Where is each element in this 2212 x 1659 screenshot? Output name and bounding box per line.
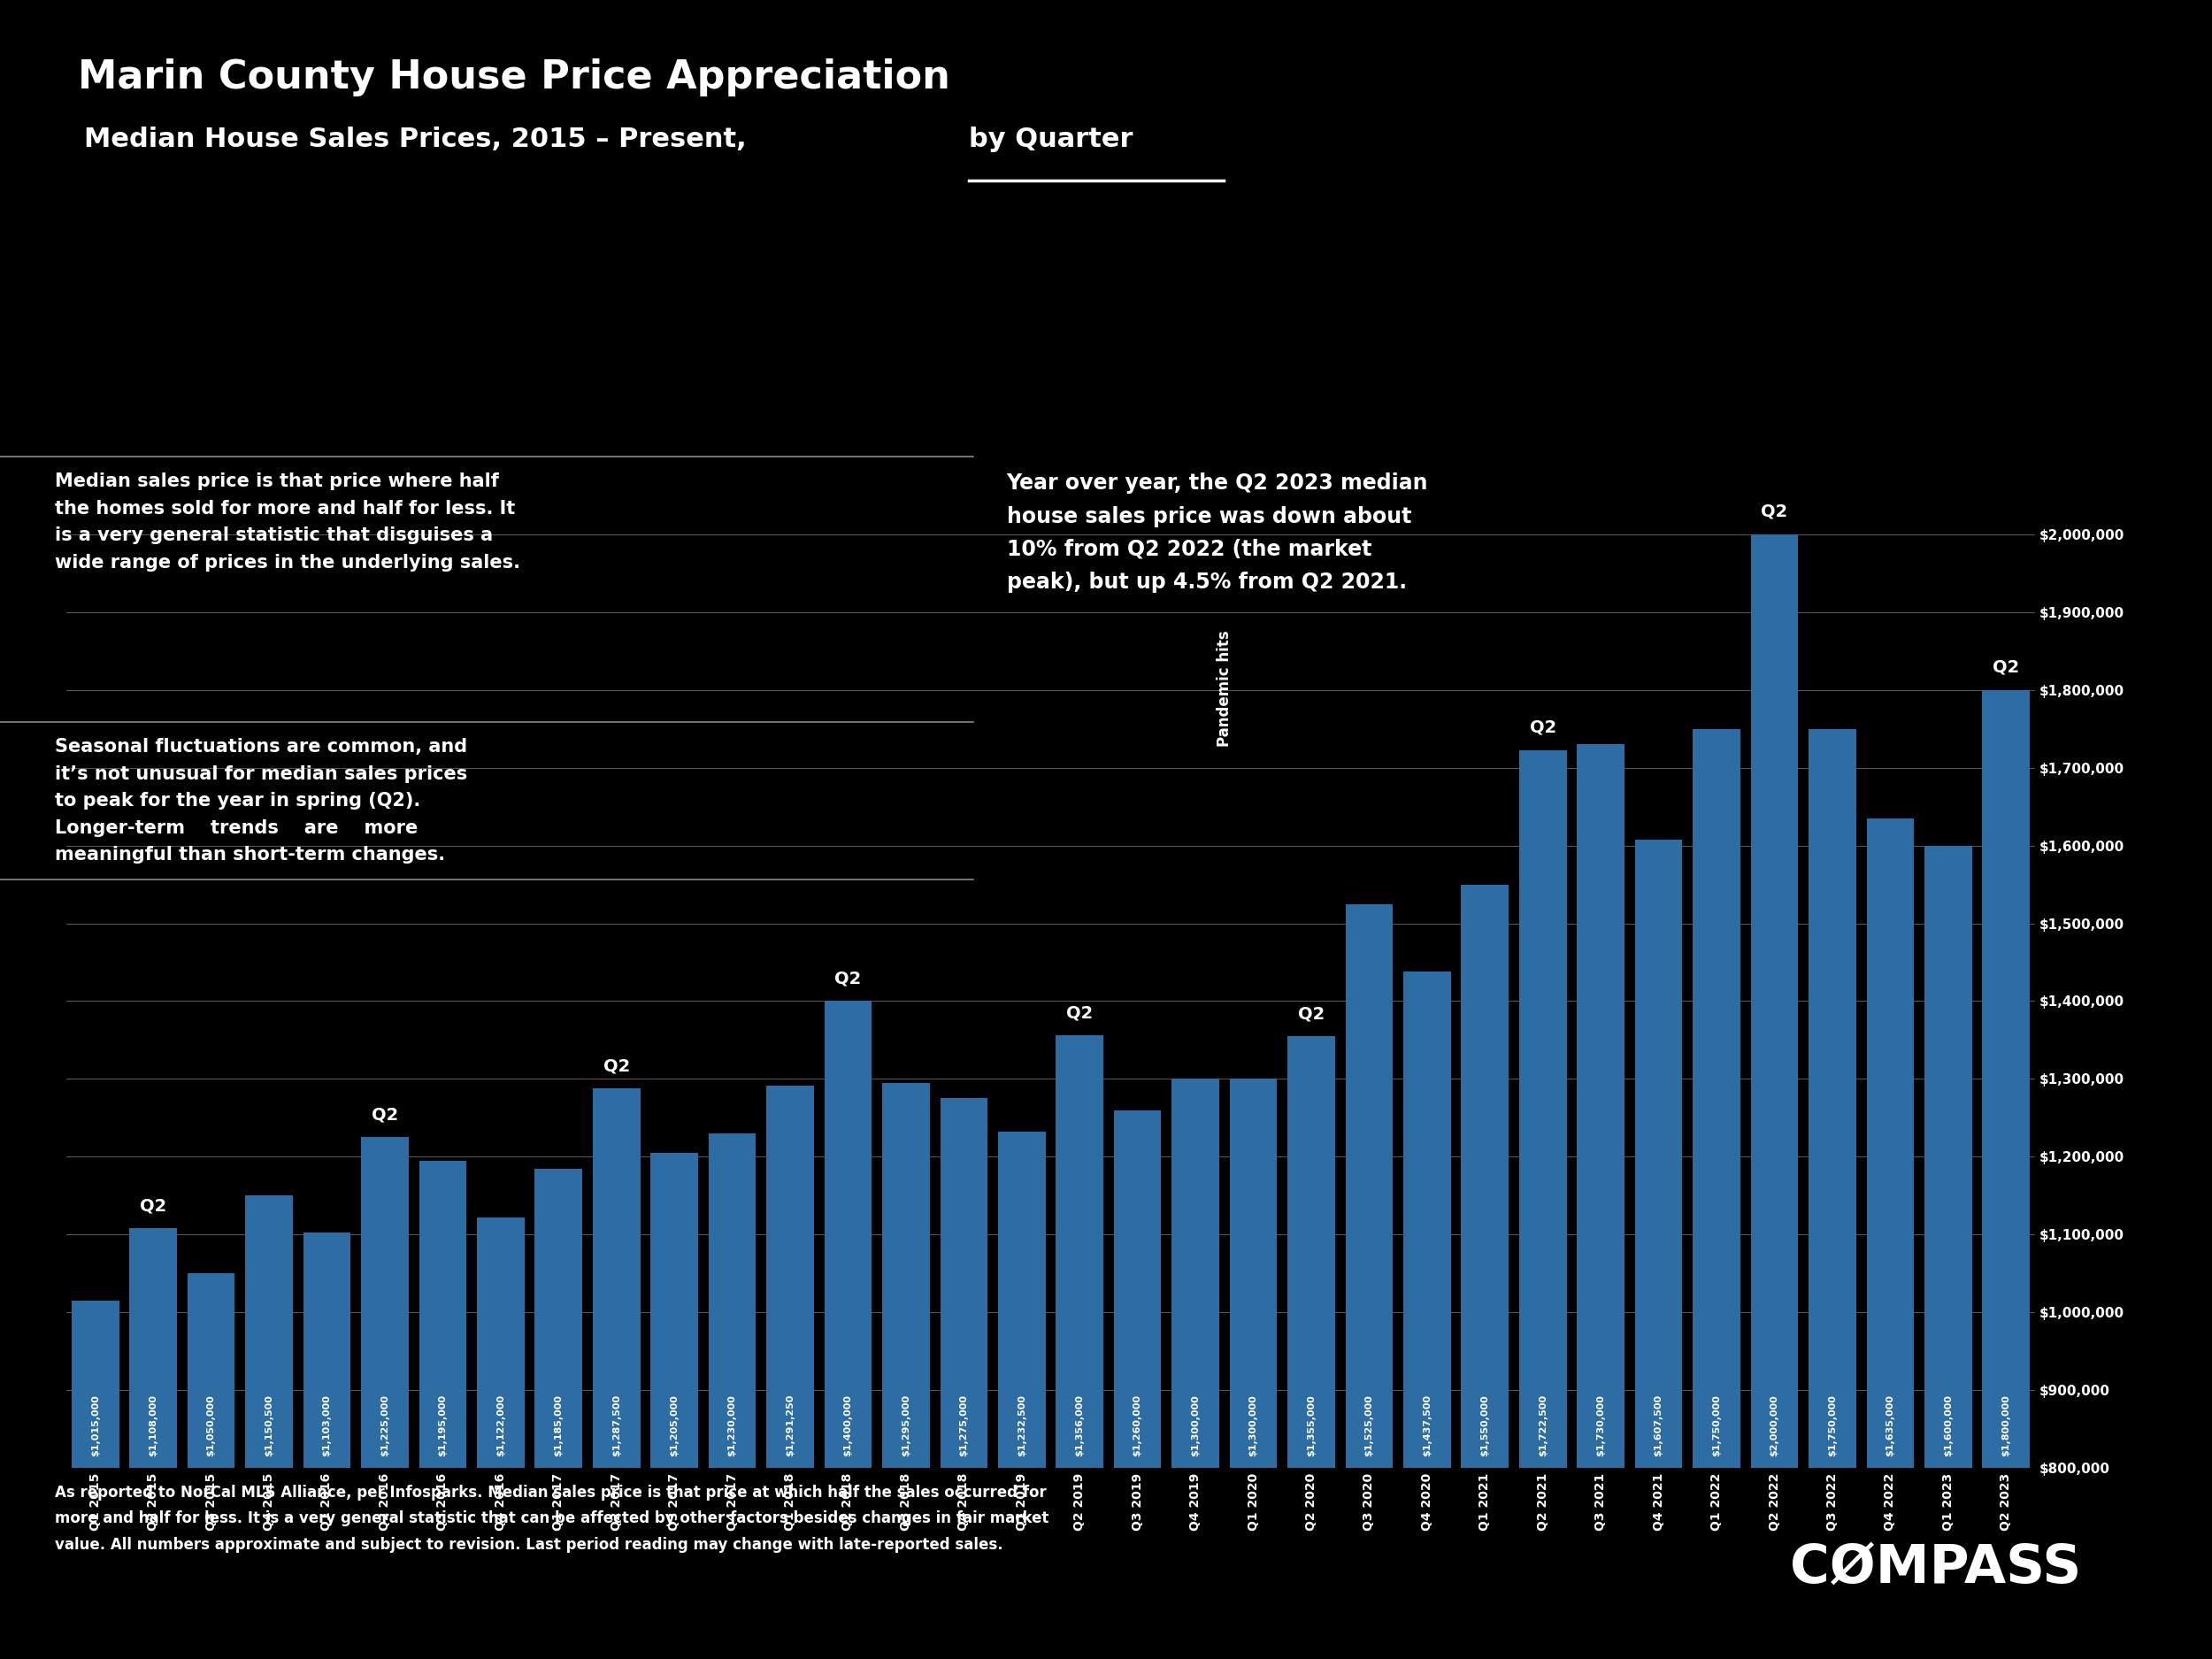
Bar [883, 1083, 929, 1659]
Text: Q2: Q2 [1761, 503, 1787, 519]
Bar [998, 1131, 1046, 1659]
Bar [478, 1218, 524, 1659]
Bar [1635, 839, 1683, 1659]
Text: $1,550,000: $1,550,000 [1480, 1395, 1489, 1457]
Bar [1287, 1037, 1336, 1659]
Bar [71, 1301, 119, 1659]
Text: $1,525,000: $1,525,000 [1365, 1395, 1374, 1457]
Text: $1,355,000: $1,355,000 [1307, 1395, 1316, 1457]
Bar [1692, 728, 1741, 1659]
Text: Q2: Q2 [1528, 720, 1557, 737]
Text: $1,108,000: $1,108,000 [148, 1395, 157, 1457]
Text: $1,275,000: $1,275,000 [960, 1395, 969, 1457]
Text: $1,015,000: $1,015,000 [91, 1395, 100, 1457]
Bar [303, 1233, 352, 1659]
Text: CØMPASS: CØMPASS [1790, 1541, 2081, 1594]
Text: $1,400,000: $1,400,000 [843, 1395, 852, 1457]
Bar [1172, 1078, 1219, 1659]
Text: $1,730,000: $1,730,000 [1597, 1395, 1606, 1457]
Text: by Quarter: by Quarter [969, 126, 1133, 151]
Bar [1750, 534, 1798, 1659]
Text: $1,150,500: $1,150,500 [265, 1395, 274, 1457]
Bar [188, 1274, 234, 1659]
Text: $1,287,500: $1,287,500 [613, 1395, 622, 1457]
Text: $1,225,000: $1,225,000 [380, 1395, 389, 1457]
Bar [708, 1133, 757, 1659]
Text: $2,000,000: $2,000,000 [1770, 1395, 1778, 1457]
Bar [1867, 818, 1913, 1659]
Bar [1230, 1078, 1276, 1659]
Text: $1,185,000: $1,185,000 [553, 1395, 562, 1457]
Text: $1,195,000: $1,195,000 [438, 1395, 447, 1457]
Text: Q2: Q2 [604, 1058, 630, 1075]
Bar [765, 1085, 814, 1659]
Bar [1924, 846, 1971, 1659]
Text: $1,437,500: $1,437,500 [1422, 1395, 1431, 1457]
Text: $1,122,000: $1,122,000 [495, 1395, 504, 1457]
Text: $1,295,000: $1,295,000 [902, 1395, 911, 1457]
Text: Q2: Q2 [372, 1107, 398, 1123]
Bar [1402, 972, 1451, 1659]
Text: Year over year, the Q2 2023 median
house sales price was down about
10% from Q2 : Year over year, the Q2 2023 median house… [1006, 473, 1429, 592]
Text: Marin County House Price Appreciation: Marin County House Price Appreciation [77, 58, 949, 96]
Text: $1,232,500: $1,232,500 [1018, 1395, 1026, 1457]
Text: $1,260,000: $1,260,000 [1133, 1395, 1141, 1457]
Bar [825, 1000, 872, 1659]
Bar [418, 1161, 467, 1659]
Text: Median sales price is that price where half
the homes sold for more and half for: Median sales price is that price where h… [55, 473, 520, 571]
Text: $1,750,000: $1,750,000 [1712, 1395, 1721, 1457]
Text: Median House Sales Prices, 2015 – Present, by Quarter: Median House Sales Prices, 2015 – Presen… [84, 126, 920, 151]
Text: $1,205,000: $1,205,000 [670, 1395, 679, 1457]
Bar [940, 1098, 987, 1659]
Text: Q2: Q2 [1066, 1005, 1093, 1022]
Bar [1115, 1110, 1161, 1659]
Text: $1,722,500: $1,722,500 [1540, 1395, 1548, 1457]
Text: Q2: Q2 [1993, 659, 2020, 675]
Text: $1,356,000: $1,356,000 [1075, 1395, 1084, 1457]
Text: Q2: Q2 [1298, 1005, 1325, 1022]
Text: Q2: Q2 [139, 1198, 166, 1214]
Text: As reported to NorCal MLS Alliance, per Infosparks. Median sales price is that p: As reported to NorCal MLS Alliance, per … [55, 1485, 1048, 1553]
Text: $1,607,500: $1,607,500 [1655, 1395, 1663, 1457]
Bar [1577, 745, 1624, 1659]
Bar [593, 1088, 639, 1659]
Bar [1520, 750, 1566, 1659]
Text: $1,635,000: $1,635,000 [1887, 1395, 1896, 1457]
Text: $1,300,000: $1,300,000 [1250, 1395, 1259, 1457]
Text: $1,103,000: $1,103,000 [323, 1395, 332, 1457]
Text: $1,300,000: $1,300,000 [1190, 1395, 1199, 1457]
Text: Seasonal fluctuations are common, and
it’s not unusual for median sales prices
t: Seasonal fluctuations are common, and it… [55, 738, 469, 864]
Bar [650, 1153, 699, 1659]
Text: $1,600,000: $1,600,000 [1944, 1395, 1953, 1457]
Text: Pandemic hits: Pandemic hits [1217, 630, 1232, 747]
Text: $1,050,000: $1,050,000 [206, 1395, 215, 1457]
Bar [1809, 728, 1856, 1659]
Bar [361, 1138, 409, 1659]
Text: $1,800,000: $1,800,000 [2002, 1395, 2011, 1457]
Bar [535, 1168, 582, 1659]
Text: $1,750,000: $1,750,000 [1827, 1395, 1836, 1457]
Text: $1,230,000: $1,230,000 [728, 1395, 737, 1457]
Bar [1982, 690, 2031, 1659]
Bar [1055, 1035, 1104, 1659]
Text: $1,291,250: $1,291,250 [785, 1394, 794, 1457]
Bar [1345, 904, 1394, 1659]
Bar [131, 1228, 177, 1659]
Bar [246, 1196, 292, 1659]
Text: Q2: Q2 [834, 971, 860, 987]
Bar [1462, 884, 1509, 1659]
Text: Median House Sales Prices, 2015 – Present,: Median House Sales Prices, 2015 – Presen… [84, 126, 757, 151]
